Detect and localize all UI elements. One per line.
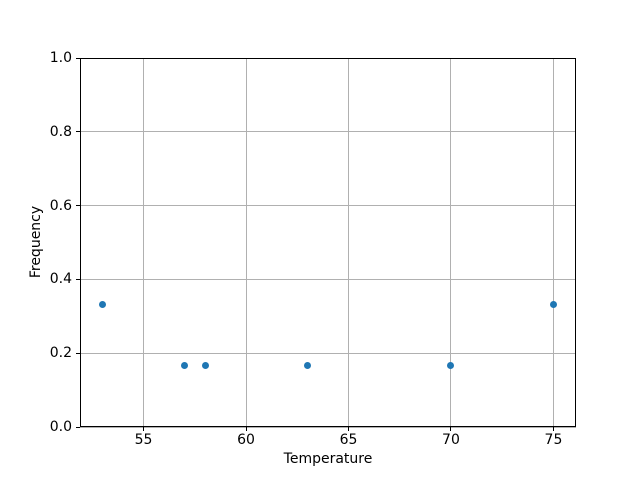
y-tick-mark [76,426,80,428]
data-point [304,361,311,369]
data-point [549,300,557,308]
x-tick-label: 65 [339,432,358,448]
plot-area-border [80,58,576,427]
y-tick-label: 0.8 [49,123,72,140]
x-gridline [245,58,247,427]
y-tick-label: 0.0 [49,419,72,435]
x-axis-label: Temperature [283,451,373,467]
x-tick-mark [245,427,247,431]
x-gridline [143,58,145,427]
y-gridline [80,131,576,133]
y-tick-label: 0.4 [49,271,72,288]
y-gridline [80,352,576,354]
y-tick-mark [76,131,80,133]
x-gridline [347,58,349,427]
x-tick-mark [143,427,145,431]
data-point [181,361,189,369]
y-gridline [80,57,576,59]
data-point [201,361,209,369]
y-gridline [80,278,576,280]
y-tick-mark [76,278,80,280]
x-tick-label: 75 [544,432,563,448]
y-tick-label: 1.0 [49,50,72,66]
y-tick-mark [76,205,80,207]
y-tick-mark [76,352,80,354]
x-tick-mark [552,427,554,431]
x-tick-mark [347,427,349,431]
x-tick-label: 70 [442,432,460,448]
data-point [99,300,107,308]
y-gridline [80,426,576,428]
y-gridline [80,205,576,207]
y-tick-mark [76,57,80,59]
y-tick-label: 0.6 [49,197,72,214]
data-point [447,361,455,369]
y-axis-label: Frequency [28,205,44,279]
x-gridline [450,58,452,427]
y-tick-label: 0.2 [49,345,72,362]
x-gridline [552,58,554,427]
x-tick-label: 55 [134,432,153,448]
x-tick-mark [450,427,452,431]
x-tick-label: 60 [237,432,255,448]
